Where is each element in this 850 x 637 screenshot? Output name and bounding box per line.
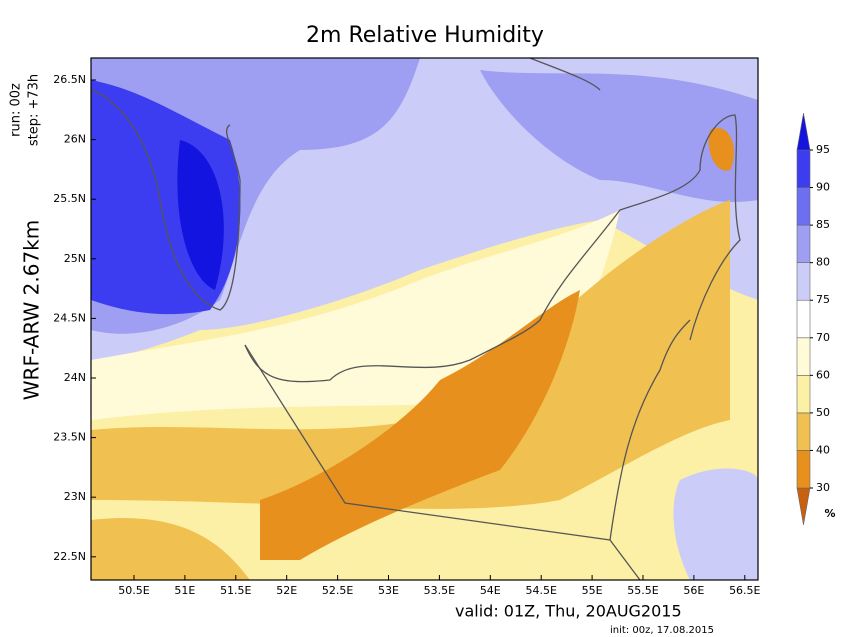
lat-label: 24N	[64, 371, 86, 384]
init-time: init: 00z, 17.08.2015	[610, 625, 714, 636]
lon-label: 56.5E	[729, 584, 760, 597]
colorbar: 30 40 50 60 70 75 80 85 90 95	[796, 112, 830, 526]
field-dry	[260, 290, 580, 560]
step-label: step: +73h	[27, 74, 42, 146]
valid-time: valid: 01Z, Thu, 20AUG2015	[455, 602, 682, 621]
lat-label: 25.5N	[53, 192, 86, 205]
lon-label: 53.5E	[424, 584, 455, 597]
colorbar-label: 85	[816, 218, 830, 231]
lon-label: 55.5E	[627, 584, 658, 597]
colorbar-band	[796, 450, 811, 489]
lon-label: 51.5E	[220, 584, 251, 597]
lat-label: 23N	[64, 490, 86, 503]
colorbar-label: 30	[816, 481, 830, 494]
coastline	[91, 58, 741, 580]
colorbar-band	[796, 299, 811, 339]
colorbar-label: 90	[816, 181, 830, 194]
model-label: WRF-ARW 2.67km	[20, 220, 44, 400]
colorbar-label: 60	[816, 368, 830, 381]
colorbar-band	[796, 337, 811, 376]
colorbar-label: 80	[816, 256, 830, 269]
colorbar-label: 95	[816, 143, 830, 156]
run-label: run: 00z	[9, 83, 24, 137]
lon-label: 56E	[683, 584, 704, 597]
colorbar-arrow	[796, 487, 811, 526]
lon-label: 54E	[480, 584, 501, 597]
lon-label: 51E	[174, 584, 195, 597]
lon-label: 52.5E	[322, 584, 353, 597]
colorbar-label: 40	[816, 443, 830, 456]
lat-label: 25N	[64, 252, 86, 265]
colorbar-label: 75	[816, 293, 830, 306]
colorbar-band	[796, 149, 811, 188]
lat-label: 24.5N	[53, 311, 86, 324]
colorbar-label: 70	[816, 331, 830, 344]
lat-label: 22.5N	[53, 550, 86, 563]
field-humid	[480, 70, 758, 203]
colorbar-band	[796, 412, 811, 451]
title: 2m Relative Humidity	[306, 23, 544, 48]
colorbar-band	[796, 262, 811, 301]
colorbar-band	[796, 375, 811, 414]
axes: 26.5N 26N 25.5N 25N 24.5N 24N 23.5N 23N 22.5N 50.…	[53, 73, 760, 597]
field-dry	[91, 518, 250, 580]
field-dry	[91, 200, 730, 509]
lon-label: 50.5E	[118, 584, 149, 597]
lat-label: 26N	[64, 133, 86, 146]
lon-label: 53E	[378, 584, 399, 597]
lon-label: 55E	[582, 584, 603, 597]
field-humid	[673, 468, 758, 580]
map	[90, 57, 759, 581]
colorbar-band	[796, 187, 811, 226]
colorbar-unit: %	[824, 507, 835, 520]
colorbar-arrow	[796, 112, 811, 151]
colorbar-label: 50	[816, 406, 830, 419]
lon-label: 52E	[276, 584, 297, 597]
lat-label: 26.5N	[53, 73, 86, 86]
field-dry	[708, 128, 734, 171]
lon-label: 54.5E	[525, 584, 556, 597]
map-frame	[90, 57, 759, 581]
colorbar-band	[796, 224, 811, 263]
lat-label: 23.5N	[53, 431, 86, 444]
field-humid	[177, 140, 224, 290]
